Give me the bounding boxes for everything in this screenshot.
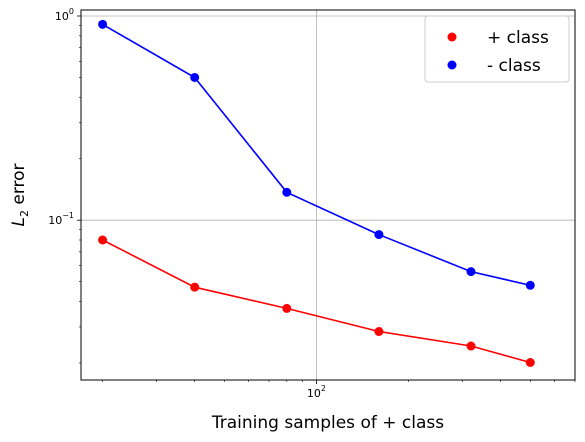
legend: + class - class	[424, 15, 570, 83]
y-tick-label-exponent: −1	[62, 211, 74, 220]
series-plus-class	[98, 235, 535, 367]
y-axis-label-main: L	[9, 217, 29, 226]
x-tick-label: 102	[307, 384, 326, 400]
x-axis-label: Training samples of + class	[211, 413, 444, 433]
legend-label: - class	[487, 56, 541, 76]
data-point	[525, 357, 535, 367]
data-point	[374, 230, 384, 240]
legend-marker	[447, 32, 457, 42]
y-tick-label: 10−1	[48, 211, 74, 227]
y-axis-label-rest: error	[9, 163, 29, 210]
series-layer	[98, 19, 535, 367]
data-point	[525, 280, 535, 290]
y-axis-label: L2 error	[9, 163, 31, 226]
series-line	[102, 239, 531, 364]
y-tick-label-base: 10	[48, 214, 62, 227]
legend-marker	[447, 60, 457, 70]
series-minus-class	[98, 19, 535, 290]
y-tick-label-exponent: 0	[69, 7, 74, 16]
data-point	[374, 327, 384, 337]
data-point	[466, 341, 476, 351]
y-axis-label-subscript: 2	[18, 210, 31, 217]
data-point	[466, 267, 476, 277]
legend-label: + class	[487, 28, 549, 48]
x-tick-label-base: 10	[307, 387, 321, 400]
plot-frame	[80, 9, 576, 381]
legend-box	[424, 15, 570, 83]
y-tick-label: 100	[55, 7, 74, 23]
data-point	[98, 235, 108, 245]
data-point	[190, 72, 200, 82]
y-tick-label-base: 10	[55, 10, 69, 23]
data-point	[282, 187, 292, 197]
x-tick-label-exponent: 2	[321, 384, 326, 393]
series-line	[102, 23, 531, 287]
data-point	[98, 19, 108, 29]
data-point	[282, 303, 292, 313]
data-point	[190, 282, 200, 292]
